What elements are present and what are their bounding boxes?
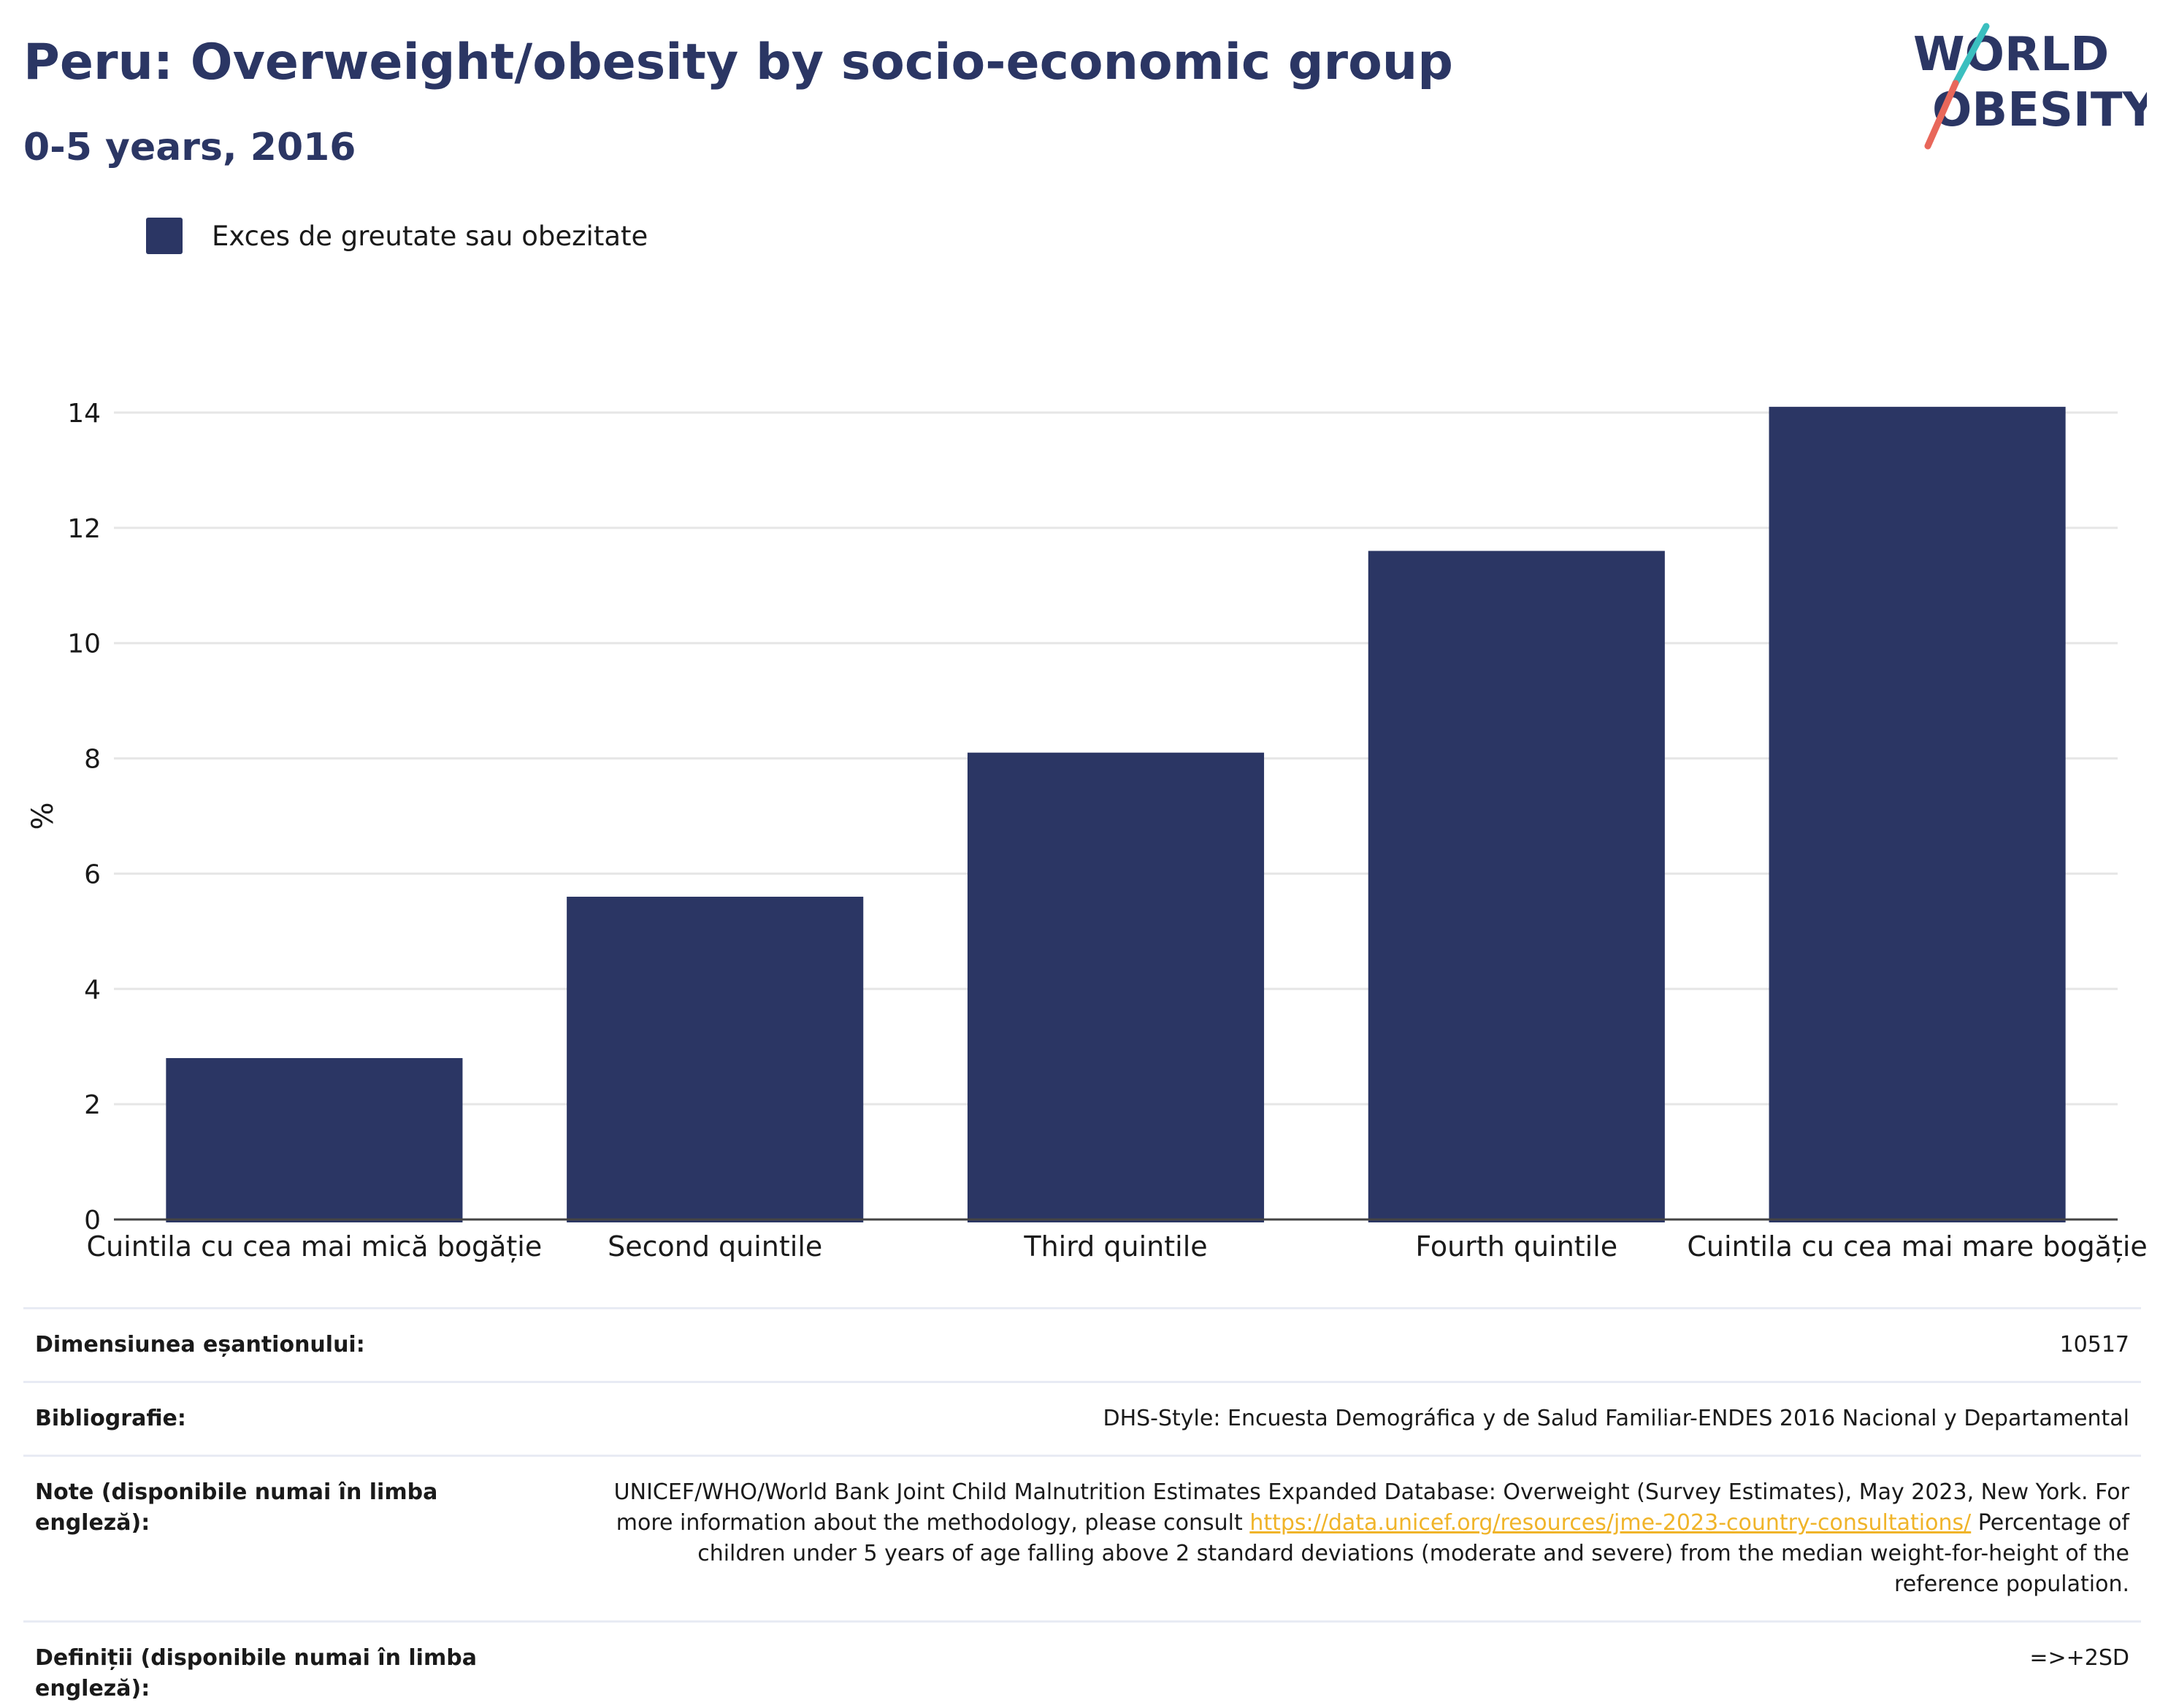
- y-tick-label: 0: [84, 1206, 101, 1236]
- definitions-value: =>+2SD: [2029, 1645, 2129, 1671]
- y-tick-label: 2: [84, 1090, 101, 1120]
- bar: [1769, 407, 2066, 1222]
- axes: 0 2 4 6 8 10 12 14% Cuintila cu cea mai mică bog…: [26, 399, 2148, 1263]
- definitions-label: Definiții (disponibile numai în limba en…: [35, 1645, 477, 1701]
- x-tick-label: Third quintile: [1023, 1230, 1207, 1263]
- y-tick-label: 4: [84, 975, 101, 1005]
- legend-label: Exces de greutate sau obezitate: [212, 220, 648, 252]
- svg-text:OBESITY: OBESITY: [1932, 83, 2147, 137]
- world-obesity-logo-graphic: WORLD OBESITY: [1913, 23, 2156, 150]
- x-tick-label: Second quintile: [608, 1230, 822, 1263]
- info-table: Dimensiunea eșantionului: 10517 Bibliogr…: [23, 1307, 2141, 1708]
- notes-text-2: Percentage of children under 5 years of …: [697, 1510, 2129, 1597]
- notes-label: Note (disponibile numai în limba engleză…: [35, 1479, 438, 1536]
- bar: [166, 1058, 463, 1222]
- x-tick-label: Fourth quintile: [1415, 1230, 1617, 1263]
- info-row-notes: Note (disponibile numai în limba engleză…: [23, 1455, 2141, 1620]
- x-tick-label: Cuintila cu cea mai mare bogăție: [1687, 1230, 2147, 1263]
- sample-size-label: Dimensiunea eșantionului:: [35, 1332, 365, 1357]
- y-tick-label: 12: [67, 514, 101, 544]
- svg-text:WORLD: WORLD: [1913, 28, 2109, 82]
- world-obesity-logo: WORLD OBESITY: [1906, 22, 2156, 153]
- notes-value: UNICEF/WHO/World Bank Joint Child Malnut…: [596, 1477, 2129, 1600]
- chart-title: Peru: Overweight/obesity by socio-econom…: [23, 34, 1453, 91]
- sample-size-value: 10517: [2059, 1332, 2129, 1357]
- bar: [967, 752, 1265, 1222]
- bars: [166, 407, 2066, 1222]
- chart-legend[interactable]: Exces de greutate sau obezitate: [146, 218, 648, 254]
- bar-chart: 0 2 4 6 8 10 12 14% Cuintila cu cea mai mică bog…: [26, 399, 2148, 1263]
- bar: [567, 897, 864, 1222]
- bibliography-label: Bibliografie:: [35, 1406, 186, 1431]
- bibliography-value: DHS-Style: Encuesta Demográfica y de Sal…: [1103, 1406, 2129, 1431]
- legend-swatch: [146, 218, 183, 254]
- info-row-bibliography: Bibliografie: DHS-Style: Encuesta Demogr…: [23, 1381, 2141, 1455]
- bar: [1368, 551, 1665, 1222]
- notes-link[interactable]: https://data.unicef.org/resources/jme-20…: [1249, 1510, 1972, 1536]
- y-tick-label: 6: [84, 859, 101, 889]
- y-tick-label: 10: [67, 629, 101, 659]
- info-row-sample-size: Dimensiunea eșantionului: 10517: [23, 1307, 2141, 1381]
- chart-subtitle: 0-5 years, 2016: [23, 126, 356, 169]
- y-tick-label: 8: [84, 745, 101, 775]
- y-tick-label: 14: [67, 399, 101, 429]
- x-tick-label: Cuintila cu cea mai mică bogăție: [87, 1230, 543, 1263]
- info-row-definitions: Definiții (disponibile numai în limba en…: [23, 1620, 2141, 1708]
- notes-text-1: UNICEF/WHO/World Bank Joint Child Malnut…: [613, 1479, 2129, 1536]
- y-axis-label: %: [26, 802, 60, 830]
